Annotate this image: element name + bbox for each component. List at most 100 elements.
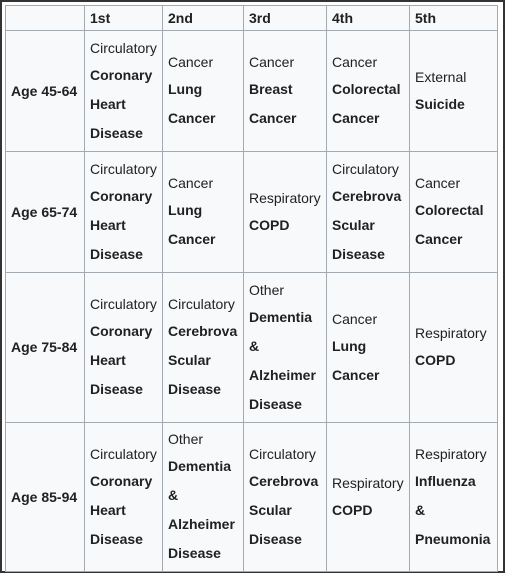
column-header: 1st <box>84 5 163 31</box>
cause-name: Influenza <box>415 472 476 489</box>
cause-cell: Respiratory COPD <box>243 151 327 273</box>
cause-name: Heart <box>90 501 126 518</box>
cause-name: Cancer <box>168 231 216 247</box>
cause-category: Respiratory <box>332 474 404 491</box>
cause-category: Circulatory <box>90 445 157 462</box>
cause-name: Cerebrova <box>249 472 319 489</box>
cause-name: Dementia <box>249 308 313 325</box>
cause-cell: Respiratory COPD <box>409 272 498 423</box>
row-label: Age 75-84 <box>5 272 85 423</box>
cause-name: Cerebrova <box>168 323 238 339</box>
cause-category: Circulatory <box>168 296 235 312</box>
cause-name: Lung <box>168 81 203 97</box>
corner-cell <box>5 5 85 31</box>
cause-cell: Cancer Lung Cancer <box>326 272 410 423</box>
cause-name: Dementia <box>168 458 232 474</box>
cause-name: Coronary <box>90 66 153 83</box>
cause-name: Lung <box>168 202 203 218</box>
cause-cell: Cancer Lung Cancer <box>162 151 244 273</box>
cause-name: Pneumonia <box>415 530 491 547</box>
row-label: Age 45-64 <box>5 30 85 152</box>
cause-name: Disease <box>249 395 302 412</box>
cause-category: Circulatory <box>90 39 157 56</box>
cause-name: Alzheimer <box>249 366 316 383</box>
column-header: 4th <box>326 5 410 31</box>
cause-name: Heart <box>90 216 126 233</box>
column-header: 5th <box>409 5 498 31</box>
cause-name: Lung <box>332 337 367 354</box>
cause-name: Disease <box>90 245 143 262</box>
cause-name: COPD <box>332 501 373 518</box>
table-row: Age 75-84 Circulatory Coronary Heart Disease… <box>5 272 498 423</box>
cause-name: Disease <box>249 530 302 547</box>
cause-name: & <box>249 337 260 354</box>
cause-name: Coronary <box>90 472 153 489</box>
cause-category: Cancer <box>168 54 214 70</box>
cause-name: Heart <box>90 352 126 368</box>
table-row: Age 65-74 Circulatory Coronary Heart Disease… <box>5 151 498 273</box>
cause-name: Heart <box>90 95 126 112</box>
cause-name: Colorectal <box>415 202 484 218</box>
cause-cell: Circulatory Cerebrova Scular Disease <box>243 422 327 572</box>
cause-cell: Circulatory Cerebrova Scular Disease <box>326 151 410 273</box>
cause-category: Circulatory <box>249 445 316 462</box>
cause-cell: Other Dementia & Alzheimer Disease <box>243 272 327 423</box>
row-label: Age 65-74 <box>5 151 85 273</box>
cause-category: Respiratory <box>415 445 487 462</box>
cause-category: Circulatory <box>90 160 157 177</box>
cause-cell: Respiratory Influenza & Pneumonia <box>409 422 498 572</box>
table-row: Age 85-94 Circulatory Coronary Heart Disease… <box>5 422 498 572</box>
cause-name: Coronary <box>90 187 153 204</box>
cause-name: Disease <box>168 545 221 561</box>
cause-name: Disease <box>90 530 143 547</box>
cause-name: Cancer <box>168 110 216 126</box>
cause-cell: Cancer Colorectal Cancer <box>326 30 410 152</box>
cause-name: Cancer <box>332 110 380 126</box>
cause-category: Other <box>249 281 285 298</box>
cause-cell: Other Dementia & Alzheimer Disease <box>162 422 244 572</box>
cause-name: COPD <box>249 216 290 233</box>
cause-cell: Cancer Breast Cancer <box>243 30 327 152</box>
cause-cell: Respiratory COPD <box>326 422 410 572</box>
cause-name: Coronary <box>90 323 153 339</box>
cause-name: Disease <box>90 381 143 397</box>
cause-name: Disease <box>90 124 143 141</box>
cause-name: Disease <box>168 381 221 397</box>
table: 1st 2nd 3rd 4th 5th Age 45-64 Circulatory Coron… <box>5 5 498 572</box>
cause-cell: Circulatory Cerebrova Scular Disease <box>162 272 244 423</box>
cause-category: Circulatory <box>90 296 157 312</box>
cause-category: Respiratory <box>415 325 487 341</box>
cause-name: Breast <box>249 81 293 97</box>
cause-name: Colorectal <box>332 81 401 97</box>
cause-cell: External Suicide <box>409 30 498 152</box>
column-header: 2nd <box>162 5 244 31</box>
cause-category: Other <box>168 431 204 447</box>
cause-cell: Circulatory Coronary Heart Disease <box>84 422 163 572</box>
header-row: 1st 2nd 3rd 4th 5th <box>5 5 498 31</box>
cause-name: Scular <box>332 216 375 233</box>
table-row: Age 45-64 Circulatory Coronary Heart Disease… <box>5 30 498 152</box>
cause-name: Cancer <box>332 366 380 383</box>
cause-name: Suicide <box>415 95 465 112</box>
cause-name: Alzheimer <box>168 516 235 532</box>
cause-name: & <box>168 487 179 503</box>
cause-category: Cancer <box>249 54 295 70</box>
cause-name: Disease <box>332 245 385 262</box>
cause-name: Scular <box>249 501 292 518</box>
cause-name: & <box>415 501 426 518</box>
cause-category: Cancer <box>168 175 214 191</box>
cause-name: Scular <box>168 352 211 368</box>
cause-cell: Circulatory Coronary Heart Disease <box>84 272 163 423</box>
cause-category: External <box>415 68 467 85</box>
cause-category: Cancer <box>332 54 378 70</box>
cause-category: Cancer <box>332 310 378 327</box>
row-label: Age 85-94 <box>5 422 85 572</box>
cause-category: Circulatory <box>332 160 399 177</box>
cause-name: COPD <box>415 352 456 368</box>
cause-cell: Circulatory Coronary Heart Disease <box>84 151 163 273</box>
column-header: 3rd <box>243 5 327 31</box>
cause-cell: Circulatory Coronary Heart Disease <box>84 30 163 152</box>
cause-name: Cerebrova <box>332 187 402 204</box>
